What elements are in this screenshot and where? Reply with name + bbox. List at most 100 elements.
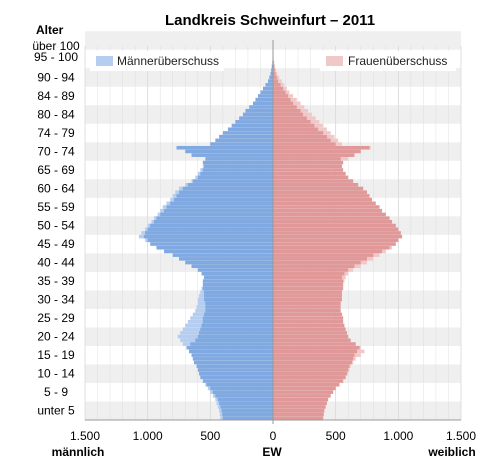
female-bar-common [273,245,390,250]
female-bar-common [273,353,355,357]
female-bar-common [273,64,275,69]
male-bar-common [222,416,273,420]
female-bar [273,197,373,202]
legend-male: Männerüberschuss [90,51,224,71]
male-bar [215,138,273,143]
male-bar [189,349,273,354]
female-bar-common [273,260,361,265]
male-bar [245,108,273,113]
x-tick-label: 1.000 [133,429,163,443]
male-bar-common [147,238,273,243]
age-group-label: 45 - 49 [37,237,75,251]
male-bar-common [222,412,273,417]
male-bar-common [205,305,273,309]
male-bar [197,368,273,372]
female-bar [273,171,346,176]
male-bar [176,145,273,150]
female-bar-common [273,108,301,113]
male-bar [191,353,273,357]
male-bar [179,257,273,261]
female-bar-common [273,116,307,120]
female-bar [273,416,324,420]
male-bar-common [192,179,273,183]
male-bar-common [200,327,273,331]
male-bar [235,120,273,124]
female-bar [273,234,403,239]
x-tick-label: 1.000 [383,429,413,443]
axes [85,40,461,424]
female-bar-common [273,83,281,87]
female-bar-common [273,364,350,369]
male-bar-common [163,208,273,213]
age-group-label: 40 - 44 [37,256,75,270]
male-bar-common [173,197,273,202]
male-bar-common [204,290,273,294]
legend-male-swatch [96,56,113,66]
female-bar-common [273,142,336,146]
female-bar-common [273,86,284,91]
male-bar-common [170,201,273,206]
male-bar [204,275,273,280]
age-group-label: 55 - 59 [37,200,75,214]
female-bar-common [273,349,357,354]
male-bar-common [197,334,273,339]
female-bar [273,183,359,187]
female-bar [273,242,396,246]
x-tick-label: 500 [326,429,346,443]
x-tick-label: 1.500 [70,429,100,443]
female-bar-common [273,249,383,254]
age-group-label: 50 - 54 [37,219,75,233]
male-bar-common [204,294,273,298]
male-bar [271,68,273,72]
male-bar-common [202,316,273,320]
male-bar-common [179,190,273,194]
male-bar [222,131,273,135]
male-bar-common [166,205,273,209]
male-bar [271,64,273,69]
female-bar [273,379,344,383]
male-bar-common [202,286,273,291]
male-bar [150,242,273,246]
age-group-label: 20 - 24 [37,330,75,344]
male-bar [194,360,273,365]
female-bar [273,412,324,417]
female-bar-common [273,71,276,76]
legend-female-label: Frauenüberschuss [348,54,447,68]
female-bar [273,205,380,209]
legend-male-box [90,51,224,71]
male-bar [202,379,273,383]
y-axis-title: Alter [36,23,64,37]
male-bar [156,245,273,250]
male-bar-common [182,186,273,191]
female-bar [273,342,356,346]
female-bar [273,190,367,194]
female-bar [273,227,399,231]
female-bar [273,168,344,172]
x-tick-label: 500 [200,429,220,443]
male-bar-common [205,308,273,313]
male-bar [191,153,273,157]
female-bar [273,194,370,198]
female-bar-common [273,112,304,117]
male-bar-common [212,390,273,394]
male-bar [231,123,273,128]
age-group-label: 95 - 100 [34,50,78,64]
female-bar-common [273,138,331,143]
male-bar [270,71,273,76]
female-bar [273,401,327,406]
male-bar [186,345,273,350]
female-bar [273,160,344,165]
legend-female-swatch [326,56,343,66]
male-bar [210,142,273,146]
male-bar-common [202,168,273,172]
male-bar-common [215,394,273,398]
male-bar [219,134,273,139]
male-bar [199,371,273,376]
female-bar-common [273,131,324,135]
female-bar [273,334,349,339]
female-bar-common [273,145,370,150]
male-bar-common [204,164,273,169]
x-axis-center-label: EW [262,445,282,459]
male-bar [202,279,273,283]
female-bar-common [273,97,291,102]
